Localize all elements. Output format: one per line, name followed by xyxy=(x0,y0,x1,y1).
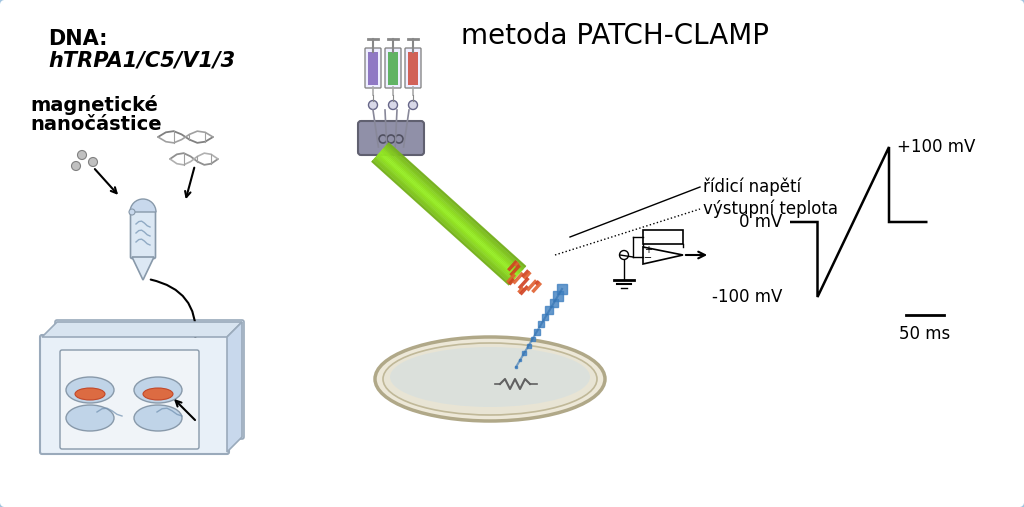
Ellipse shape xyxy=(75,388,105,400)
Text: hTRPA1/C5/V1/3: hTRPA1/C5/V1/3 xyxy=(48,50,236,70)
Ellipse shape xyxy=(66,405,114,431)
Circle shape xyxy=(369,100,378,110)
FancyBboxPatch shape xyxy=(406,48,421,88)
Circle shape xyxy=(72,162,81,170)
Text: 50 ms: 50 ms xyxy=(899,325,950,343)
Ellipse shape xyxy=(390,347,590,407)
Circle shape xyxy=(388,100,397,110)
Text: nanočástice: nanočástice xyxy=(30,115,162,134)
Text: metoda PATCH-CLAMP: metoda PATCH-CLAMP xyxy=(461,22,769,50)
FancyBboxPatch shape xyxy=(358,121,424,155)
FancyBboxPatch shape xyxy=(55,320,244,439)
Wedge shape xyxy=(130,199,156,212)
Text: +: + xyxy=(644,245,652,255)
Polygon shape xyxy=(227,322,242,452)
Polygon shape xyxy=(643,247,683,264)
Circle shape xyxy=(620,250,629,260)
Circle shape xyxy=(129,209,135,215)
Text: magnetické: magnetické xyxy=(30,95,158,115)
Text: -100 mV: -100 mV xyxy=(712,288,782,306)
FancyBboxPatch shape xyxy=(60,350,199,449)
FancyBboxPatch shape xyxy=(643,230,683,244)
Text: DNA:: DNA: xyxy=(48,29,108,49)
Text: +100 mV: +100 mV xyxy=(897,138,976,156)
Polygon shape xyxy=(388,52,398,85)
Polygon shape xyxy=(408,52,418,85)
Text: 0 mV: 0 mV xyxy=(738,213,782,231)
Ellipse shape xyxy=(375,337,605,421)
Ellipse shape xyxy=(66,377,114,403)
Text: řídicí napětí: řídicí napětí xyxy=(703,178,801,196)
Circle shape xyxy=(88,158,97,166)
FancyBboxPatch shape xyxy=(40,335,229,454)
Circle shape xyxy=(78,151,86,160)
Polygon shape xyxy=(132,257,154,280)
Circle shape xyxy=(409,100,418,110)
Polygon shape xyxy=(368,52,378,85)
Text: výstupní teplota: výstupní teplota xyxy=(703,200,838,218)
FancyBboxPatch shape xyxy=(130,210,156,259)
Text: −: − xyxy=(644,253,652,263)
Ellipse shape xyxy=(143,388,173,400)
FancyBboxPatch shape xyxy=(385,48,401,88)
Polygon shape xyxy=(42,322,242,337)
Ellipse shape xyxy=(383,343,597,415)
Ellipse shape xyxy=(134,377,182,403)
Ellipse shape xyxy=(134,405,182,431)
FancyBboxPatch shape xyxy=(365,48,381,88)
